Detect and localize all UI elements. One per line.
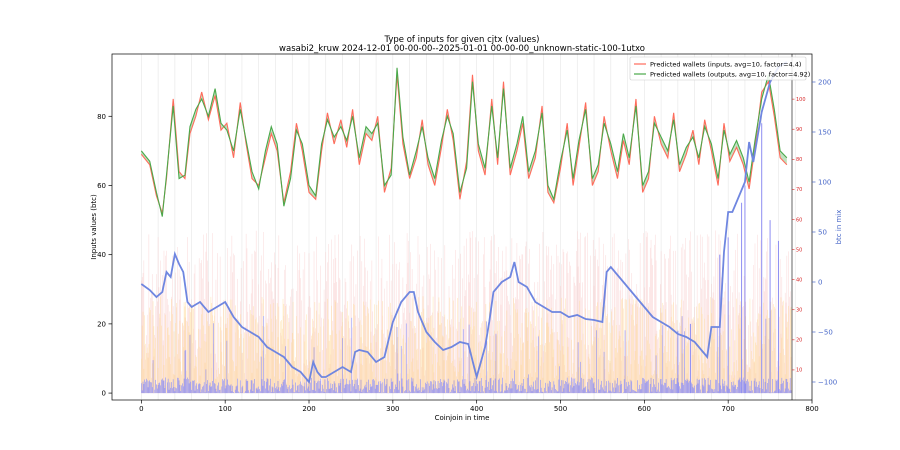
x-tick-label: 200 [302,405,315,413]
y3-tick-label: 20 [796,338,802,344]
y-ticks: 0 20 40 60 80 [97,113,112,398]
x-tick-label: 800 [805,405,818,413]
y-tick-label: 80 [97,113,106,121]
y3-tick-label: 10 [796,368,802,374]
y3-tick-label: 40 [796,277,802,283]
y-tick-label: 20 [97,320,106,328]
y3-tick-label: 70 [796,187,802,193]
y-tick-label: 60 [97,182,106,190]
y2-ticks: −100 −50 0 50 100 150 200 [812,79,837,387]
y3-tick-label: 100 [796,97,806,103]
chart-title: Type of inputs for given cjtx (values) [384,35,540,45]
x-tick-label: 700 [721,405,734,413]
y2-tick-label: 50 [818,229,827,237]
y2-tick-label: 100 [818,179,831,187]
legend-box [629,56,807,81]
x-axis-label: Coinjoin in time [435,414,490,422]
series-line-outputs [140,67,788,217]
series-lines [140,61,788,384]
y2-tick-label: 150 [818,129,831,137]
y3-tick-label: 30 [796,308,802,314]
x-tick-label: 0 [139,405,143,413]
y3-tick-label: 60 [796,217,802,223]
y2-tick-label: 0 [818,279,822,287]
y2-axis-label: btc in mix [835,210,843,245]
legend: Predicted wallets (inputs, avg=10, facto… [629,56,810,81]
legend-label-inputs: Predicted wallets (inputs, avg=10, facto… [650,61,801,69]
y3-tick-label: 90 [796,127,802,133]
y2-tick-label: −100 [818,379,837,387]
plot-frame [111,53,813,401]
y2-tick-label: −50 [818,329,833,337]
series-line-btc-in-mix [140,61,788,384]
y3-tick-label: 80 [796,157,802,163]
x-tick-label: 300 [386,405,399,413]
x-tick-label: 600 [638,405,651,413]
y-tick-label: 0 [102,390,106,398]
input-value-bars [141,123,792,394]
legend-label-outputs: Predicted wallets (outputs, avg=10, fact… [650,71,810,79]
series-line-inputs [140,74,788,214]
x-tick-label: 500 [554,405,567,413]
x-tick-label: 100 [218,405,231,413]
y2-tick-label: 200 [818,79,831,87]
y3-tick-label: 50 [796,247,802,253]
y3-ticks: 10 20 30 40 50 60 70 80 90 100 [792,97,806,374]
x-tick-label: 400 [470,405,483,413]
x-ticks: 0 100 200 300 400 500 600 700 800 [139,400,819,413]
chart-subtitle: wasabi2_kruw 2024-12-01 00-00-00--2025-0… [279,44,645,54]
y-axis-label: Inputs values (btc) [90,194,98,260]
y-tick-label: 40 [97,251,106,259]
